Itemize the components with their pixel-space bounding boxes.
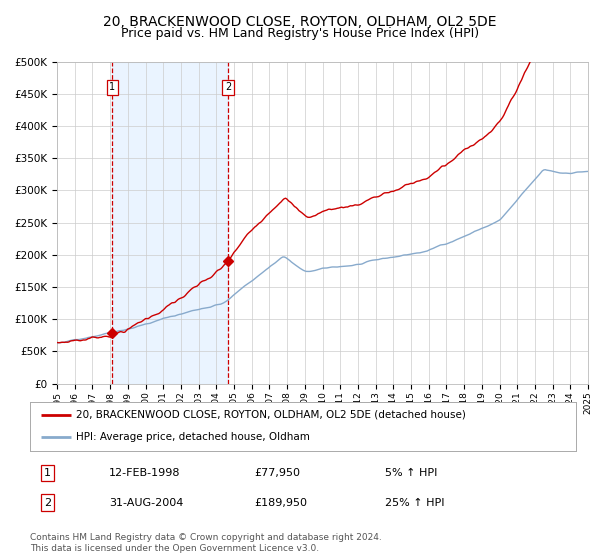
Text: 25% ↑ HPI: 25% ↑ HPI: [385, 498, 445, 507]
Text: £77,950: £77,950: [254, 468, 300, 478]
Text: 2: 2: [225, 82, 231, 92]
Text: 31-AUG-2004: 31-AUG-2004: [109, 498, 184, 507]
Text: HPI: Average price, detached house, Oldham: HPI: Average price, detached house, Oldh…: [76, 432, 310, 442]
Text: 5% ↑ HPI: 5% ↑ HPI: [385, 468, 437, 478]
Text: Contains HM Land Registry data © Crown copyright and database right 2024.
This d: Contains HM Land Registry data © Crown c…: [30, 533, 382, 553]
Text: 20, BRACKENWOOD CLOSE, ROYTON, OLDHAM, OL2 5DE (detached house): 20, BRACKENWOOD CLOSE, ROYTON, OLDHAM, O…: [76, 410, 466, 420]
Text: Price paid vs. HM Land Registry's House Price Index (HPI): Price paid vs. HM Land Registry's House …: [121, 27, 479, 40]
Bar: [112, 62, 228, 384]
Text: 1: 1: [44, 468, 51, 478]
Text: 2: 2: [44, 498, 51, 507]
Text: £189,950: £189,950: [254, 498, 307, 507]
Text: 1: 1: [109, 82, 115, 92]
Text: 12-FEB-1998: 12-FEB-1998: [109, 468, 181, 478]
Text: 20, BRACKENWOOD CLOSE, ROYTON, OLDHAM, OL2 5DE: 20, BRACKENWOOD CLOSE, ROYTON, OLDHAM, O…: [103, 15, 497, 29]
